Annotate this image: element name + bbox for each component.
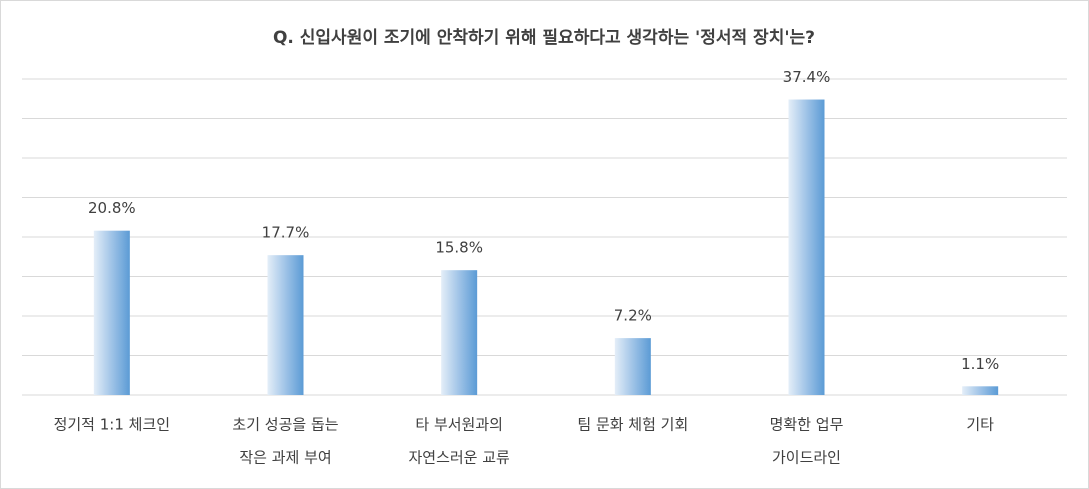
bar	[788, 99, 825, 395]
value-label: 20.8%	[88, 199, 136, 217]
value-label: 15.8%	[435, 239, 483, 257]
bar	[614, 338, 651, 395]
bar	[962, 386, 999, 395]
x-tick-label: 타 부서원과의	[415, 416, 503, 434]
x-tick-label: 자연스러운 교류	[408, 449, 510, 467]
bar	[441, 270, 478, 395]
value-label: 37.4%	[783, 68, 831, 86]
value-label: 7.2%	[614, 307, 652, 325]
value-label: 17.7%	[262, 224, 310, 242]
x-tick-label: 초기 성공을 돕는	[232, 416, 338, 434]
chart-title: Q. 신입사원이 조기에 안착하기 위해 필요하다고 생각하는 '정서적 장치'…	[273, 28, 815, 48]
x-tick-label: 기타	[966, 416, 994, 434]
bar	[267, 255, 304, 395]
bar	[93, 230, 130, 395]
x-tick-label: 팀 문화 체험 기회	[577, 416, 688, 434]
x-tick-label: 정기적 1:1 체크인	[54, 416, 170, 434]
x-tick-label: 명확한 업무	[770, 416, 844, 434]
x-tick-label: 작은 과제 부여	[239, 449, 331, 467]
x-tick-label: 가이드라인	[772, 449, 841, 467]
value-label: 1.1%	[961, 355, 999, 373]
